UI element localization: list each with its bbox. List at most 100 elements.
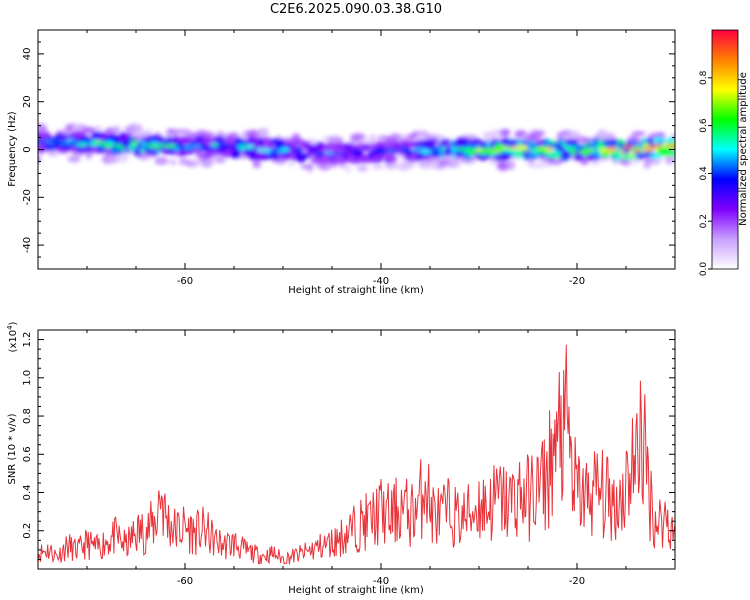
spectrogram-blob <box>67 155 81 163</box>
spectrogram-blob <box>590 160 601 166</box>
colorbar-tick-label: 0.2 <box>699 214 709 228</box>
spectrogram-blob <box>569 130 581 136</box>
spectrogram-hotspot <box>237 144 245 149</box>
snr-background <box>38 330 675 569</box>
spectrogram-blob <box>215 158 226 164</box>
spectrogram-blob <box>112 125 121 134</box>
spectrogram-blob <box>94 125 102 133</box>
spectrogram-blob <box>230 150 241 159</box>
spectrogram-blob <box>403 149 413 155</box>
spectrogram-blob <box>476 153 491 161</box>
spectrogram-blobs <box>38 123 675 173</box>
spectrogram-hotspot <box>324 151 334 155</box>
x-tick-label: -60 <box>177 576 193 587</box>
spectrogram-hotspot <box>93 141 106 145</box>
spectrogram-blob <box>345 165 352 173</box>
x-tick-label: -40 <box>373 276 389 287</box>
spectrogram-hotspot <box>70 142 77 146</box>
spectrogram-hotspot <box>666 143 675 148</box>
spectrogram-blob <box>262 136 272 145</box>
spectrogram-hotspot <box>518 145 529 150</box>
spectrogram-hotspot <box>536 146 546 150</box>
y-tick-label: 0.2 <box>22 523 33 539</box>
spectrogram-blob <box>234 137 244 143</box>
snr-x-axis-label: Height of straight line (km) <box>288 585 424 596</box>
spectrogram-blob <box>214 136 226 144</box>
spectrogram-blob <box>548 151 563 159</box>
spectrogram-blob <box>82 126 97 134</box>
spectrogram-blob <box>120 158 128 164</box>
x-tick-label: -40 <box>373 576 389 587</box>
spectrogram-hotspot <box>38 141 44 145</box>
y-tick-label: 20 <box>22 95 33 108</box>
spectrogram-hotspot <box>146 144 160 148</box>
spectrogram-blob <box>252 160 261 169</box>
spectrogram-blob <box>171 129 180 135</box>
spectrogram-hotspot <box>481 147 495 152</box>
spectrogram-hotspot <box>262 149 272 153</box>
spectrogram-panel: -60 -40 -20 -40 -20 0 20 40 Height of straight… <box>7 29 676 296</box>
spectrogram-blob <box>671 151 675 157</box>
spectrogram-blob <box>293 146 304 154</box>
spectrogram-x-axis-label: Height of straight line (km) <box>288 285 424 296</box>
spectrogram-blob <box>529 130 546 137</box>
spectrogram-blob <box>463 154 473 160</box>
spectrogram-blob <box>375 141 385 148</box>
spectrogram-blob <box>602 151 610 158</box>
spectrogram-blob <box>277 158 284 166</box>
spectrogram-hotspot <box>641 148 652 152</box>
spectrogram-hotspot <box>244 145 255 149</box>
spectrogram-blob <box>127 123 143 134</box>
spectrogram-blob <box>528 153 539 160</box>
spectrogram-blob <box>462 139 473 145</box>
spectrogram-hotspot <box>650 143 660 148</box>
spectrogram-blob <box>287 161 296 167</box>
spectrogram-hotspot <box>182 145 194 150</box>
spectrogram-hotspot <box>544 147 555 152</box>
snr-x-ticks: -60 -40 -20 <box>37 330 676 587</box>
spectrogram-blob <box>350 133 366 142</box>
y-tick-label: -40 <box>22 237 33 253</box>
spectrogram-blob <box>202 131 215 139</box>
spectrogram-blob <box>506 160 516 171</box>
spectrogram-blob <box>341 158 349 163</box>
spectrogram-blob <box>630 140 637 148</box>
spectrogram-hotspot <box>280 148 290 152</box>
spectrogram-hotspot <box>605 147 618 151</box>
spectrogram-blob <box>627 159 641 165</box>
y-tick-label: 0.8 <box>22 408 33 424</box>
spectrogram-blob <box>189 159 203 166</box>
spectrogram-blob <box>499 129 511 137</box>
spectrogram-hotspot <box>419 149 433 154</box>
spectrogram-blob <box>38 155 41 164</box>
spectrogram-hotspot <box>75 142 89 147</box>
spectrogram-hotspot <box>580 149 590 153</box>
spectrogram-blob <box>228 140 237 146</box>
spectrogram-hotspot <box>333 151 342 156</box>
spectrogram-y-ticks: -40 -20 0 20 40 <box>22 29 675 270</box>
colorbar-gradient <box>711 29 739 270</box>
spectrogram-blob <box>257 127 269 137</box>
spectrogram-heatmap <box>38 123 675 173</box>
snr-series-line <box>38 344 675 565</box>
snr-frame <box>37 329 676 570</box>
y-tick-label: 0.4 <box>22 485 33 501</box>
spectrogram-blob <box>387 155 398 163</box>
snr-panel: -60 -40 -20 0.2 0.4 0.6 0.8 1.0 1.2 Height of s… <box>6 321 676 596</box>
spectrogram-hotspot <box>163 144 178 148</box>
spectrogram-hotspot <box>457 147 466 152</box>
spectrogram-blob <box>356 165 369 172</box>
spectrogram-hotspot <box>375 149 389 154</box>
y-tick-label: 0.6 <box>22 446 33 462</box>
spectrogram-hotspot <box>131 140 140 145</box>
colorbar-label: Normalized spectral amplitude <box>738 72 749 226</box>
page-title: C2E6.2025.090.03.38.G10 <box>269 2 443 17</box>
spectrogram-blob <box>672 133 675 139</box>
spectrogram-hotspot <box>624 145 634 149</box>
spectrogram-hotspot <box>411 148 423 152</box>
y-tick-label: 1.2 <box>22 332 33 348</box>
spectrogram-blob <box>369 133 376 144</box>
y-tick-label: 40 <box>22 48 33 61</box>
spectrogram-blob <box>614 155 622 161</box>
